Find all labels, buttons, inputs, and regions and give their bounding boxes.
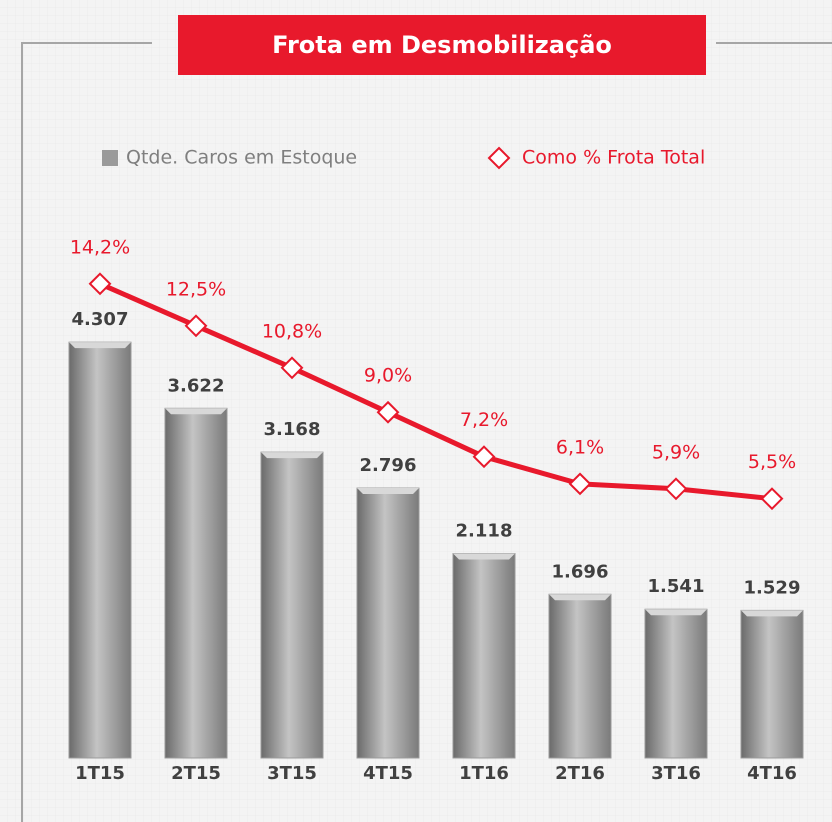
data-label: 5,9% bbox=[652, 441, 700, 463]
bar-bevel bbox=[357, 488, 419, 495]
bar bbox=[644, 608, 708, 759]
chart-title: Frota em Desmobilização bbox=[272, 31, 612, 59]
x-tick-label: 4T16 bbox=[747, 763, 797, 784]
line bbox=[98, 281, 773, 502]
bar-bevel bbox=[645, 609, 707, 616]
line-marker bbox=[280, 356, 304, 380]
x-tick-label: 3T15 bbox=[267, 763, 317, 784]
x-tick-label: 4T15 bbox=[363, 763, 413, 784]
data-label: 2.796 bbox=[360, 455, 417, 476]
data-label: 7,2% bbox=[460, 409, 508, 431]
data-label: 1.541 bbox=[648, 576, 705, 597]
bar-bevel bbox=[69, 342, 131, 349]
bar bbox=[68, 341, 132, 759]
x-tick-label: 3T16 bbox=[651, 763, 701, 784]
data-label: 5,5% bbox=[748, 451, 796, 473]
legend-label: Qtde. Caros em Estoque bbox=[126, 147, 357, 169]
line-marker bbox=[376, 400, 400, 424]
title-box bbox=[178, 15, 706, 75]
legend-marker bbox=[487, 146, 511, 170]
data-label: 3.622 bbox=[168, 375, 225, 396]
bar-bevel bbox=[165, 408, 227, 415]
line-marker bbox=[664, 477, 688, 501]
bar-bevel bbox=[453, 553, 515, 560]
bar bbox=[548, 593, 612, 759]
data-label: 2.118 bbox=[456, 521, 513, 542]
bar bbox=[260, 451, 324, 759]
data-label: 10,8% bbox=[262, 320, 322, 342]
bar bbox=[740, 609, 804, 759]
legend-label: Como % Frota Total bbox=[522, 147, 705, 169]
data-label: 3.168 bbox=[264, 419, 321, 440]
line-marker bbox=[568, 472, 592, 496]
data-label: 1.529 bbox=[744, 577, 801, 598]
x-tick-label: 1T15 bbox=[75, 763, 125, 784]
bar bbox=[452, 553, 516, 759]
frame bbox=[21, 42, 152, 822]
bar bbox=[356, 487, 420, 759]
data-label: 14,2% bbox=[70, 236, 130, 258]
x-tick-label: 1T16 bbox=[459, 763, 509, 784]
bar bbox=[164, 407, 228, 759]
bar-bevel bbox=[261, 452, 323, 459]
data-label: 6,1% bbox=[556, 436, 604, 458]
legend-marker bbox=[102, 150, 118, 166]
bar-bevel bbox=[549, 594, 611, 601]
bar-bevel bbox=[741, 610, 803, 617]
line-marker bbox=[88, 272, 112, 296]
x-tick-label: 2T16 bbox=[555, 763, 605, 784]
data-label: 9,0% bbox=[364, 365, 412, 387]
data-label: 12,5% bbox=[166, 278, 226, 300]
line-marker bbox=[184, 314, 208, 338]
data-label: 4.307 bbox=[72, 309, 129, 330]
data-label: 1.696 bbox=[552, 561, 609, 582]
line-marker bbox=[760, 487, 784, 511]
x-tick-label: 2T15 bbox=[171, 763, 221, 784]
line-marker bbox=[472, 445, 496, 469]
